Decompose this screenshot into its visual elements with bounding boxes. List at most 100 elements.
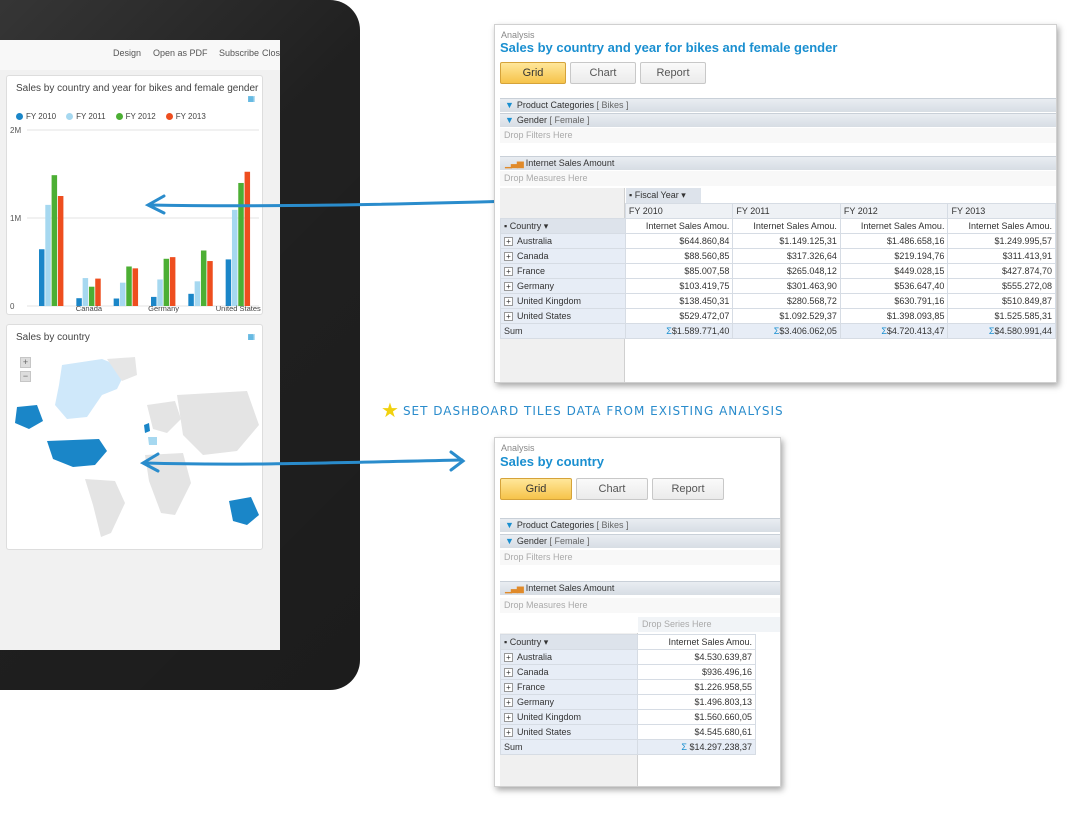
tab-report[interactable]: Report — [640, 62, 706, 84]
drop-measures-zone[interactable]: Drop Measures Here — [500, 171, 1056, 186]
bar-france-fy-2013[interactable] — [132, 268, 139, 306]
bar-canada-fy-2012[interactable] — [88, 286, 95, 306]
row-header[interactable]: + United States — [500, 308, 626, 324]
expand-icon[interactable]: + — [504, 237, 513, 246]
row-header[interactable]: + Canada — [500, 664, 638, 680]
expand-icon[interactable]: + — [504, 698, 513, 707]
subscribe-link[interactable]: Subscribe — [219, 48, 260, 58]
country-label: Canada — [517, 251, 549, 261]
bar-australia-fy-2010[interactable] — [39, 249, 45, 306]
legend-item[interactable]: FY 2012 — [115, 112, 156, 121]
map-region-alaska — [15, 405, 43, 429]
zoom-in-button[interactable]: + — [20, 357, 31, 368]
grid-icon[interactable]: ▦ — [247, 332, 255, 341]
filter-product-categories[interactable]: ▼ Product Categories [ Bikes ] — [500, 98, 1056, 112]
filter-product-categories[interactable]: ▼ Product Categories [ Bikes ] — [500, 518, 780, 532]
bar-united-kingdom-fy-2013[interactable] — [207, 261, 213, 306]
bar-australia-fy-2013[interactable] — [57, 196, 64, 306]
drop-measures-zone[interactable]: Drop Measures Here — [500, 598, 780, 613]
sigma-icon: Σ — [773, 326, 780, 336]
table-row: + Germany $1.496.803,13 — [500, 694, 756, 710]
chart-tile-title: Sales by country and year for bikes and … — [16, 83, 259, 94]
grid-icon[interactable]: ▦ — [247, 94, 255, 103]
sum-value: $4.720.413,47 — [886, 326, 945, 336]
bar-united-states-fy-2010[interactable] — [225, 259, 232, 306]
bar-germany-fy-2013[interactable] — [169, 257, 176, 306]
expand-icon[interactable]: + — [504, 297, 513, 306]
close-link[interactable]: Close — [262, 48, 280, 58]
year-header[interactable]: FY 2011 — [732, 203, 841, 219]
expand-icon[interactable]: + — [504, 713, 513, 722]
expand-icon[interactable]: + — [504, 252, 513, 261]
expand-icon[interactable]: + — [504, 728, 513, 737]
drop-series-zone[interactable]: Drop Series Here — [638, 617, 780, 632]
tab-grid[interactable]: Grid — [500, 62, 566, 84]
bar-france-fy-2010[interactable] — [113, 298, 120, 306]
map-region-south-america — [85, 479, 125, 537]
expand-icon[interactable]: + — [504, 312, 513, 321]
map-tile[interactable]: Sales by country ▦ + − — [6, 324, 263, 550]
bar-australia-fy-2012[interactable] — [51, 175, 58, 306]
bar-united-states-fy-2012[interactable] — [238, 182, 244, 306]
row-header[interactable]: + Canada — [500, 248, 626, 264]
expand-icon[interactable]: + — [504, 282, 513, 291]
bar-united-kingdom-fy-2010[interactable] — [188, 293, 194, 306]
bar-united-states-fy-2013[interactable] — [244, 171, 251, 306]
design-link[interactable]: Design — [113, 48, 142, 58]
map-region-greenland — [107, 357, 137, 381]
world-map[interactable] — [7, 355, 262, 545]
pivot-grid: ▪ Country ▾ Internet Sales Amou. + Australi… — [500, 634, 756, 755]
year-header[interactable]: FY 2012 — [839, 203, 949, 219]
bar-france-fy-2012[interactable] — [126, 266, 132, 306]
expand-icon[interactable]: + — [504, 683, 513, 692]
row-header[interactable]: + United Kingdom — [500, 709, 638, 725]
measure-internet-sales[interactable]: ▁▃▅ Internet Sales Amount — [500, 156, 1056, 170]
country-pill[interactable]: ▪ Country ▾ — [500, 218, 626, 234]
bar-germany-fy-2011[interactable] — [157, 279, 163, 306]
tab-report[interactable]: Report — [652, 478, 724, 500]
bar-france-fy-2011[interactable] — [119, 282, 126, 306]
bar-canada-fy-2010[interactable] — [76, 298, 82, 306]
row-header[interactable]: + Australia — [500, 233, 626, 249]
filter-gender[interactable]: ▼ Gender [ Female ] — [500, 113, 1056, 127]
country-label: France — [517, 682, 546, 692]
fiscal-year-pill[interactable]: ▪ Fiscal Year ▾ — [626, 188, 701, 203]
tab-grid[interactable]: Grid — [500, 478, 572, 500]
row-header[interactable]: + United Kingdom — [500, 293, 626, 309]
row-header[interactable]: + Germany — [500, 694, 638, 710]
bar-germany-fy-2010[interactable] — [151, 296, 157, 306]
bar-australia-fy-2011[interactable] — [45, 204, 51, 306]
row-header[interactable]: + Australia — [500, 649, 638, 665]
bar-canada-fy-2011[interactable] — [82, 278, 89, 306]
bar-united-states-fy-2011[interactable] — [231, 209, 238, 306]
row-header[interactable]: + France — [500, 263, 626, 279]
legend-item[interactable]: FY 2010 — [16, 112, 56, 121]
legend-item[interactable]: FY 2011 — [66, 112, 106, 121]
bar-united-kingdom-fy-2012[interactable] — [200, 250, 207, 306]
filter-gender[interactable]: ▼ Gender [ Female ] — [500, 534, 780, 548]
tab-chart[interactable]: Chart — [570, 62, 636, 84]
value-cell: $1.496.803,13 — [637, 694, 756, 710]
sum-cell: Σ$4.720.413,47 — [839, 323, 949, 339]
bar-canada-fy-2013[interactable] — [95, 278, 101, 306]
year-header[interactable]: FY 2013 — [947, 203, 1056, 219]
country-pill[interactable]: ▪ Country ▾ — [500, 634, 638, 650]
expand-icon[interactable]: + — [504, 668, 513, 677]
bar-germany-fy-2012[interactable] — [163, 258, 170, 306]
open-as-pdf-link[interactable]: Open as PDF — [153, 48, 208, 58]
bar-united-kingdom-fy-2011[interactable] — [194, 281, 201, 306]
measure-internet-sales[interactable]: ▁▃▅ Internet Sales Amount — [500, 581, 780, 595]
expand-icon[interactable]: + — [504, 653, 513, 662]
row-header[interactable]: + France — [500, 679, 638, 695]
year-header[interactable]: FY 2010 — [624, 203, 734, 219]
table-row: + Australia $4.530.639,87 — [500, 649, 756, 665]
legend-item[interactable]: FY 2013 — [165, 112, 206, 121]
row-header[interactable]: + Germany — [500, 278, 626, 294]
expand-icon[interactable]: + — [504, 267, 513, 276]
chart-tile[interactable]: Sales by country and year for bikes and … — [6, 75, 263, 315]
zoom-out-button[interactable]: − — [20, 371, 31, 382]
drop-filters-zone[interactable]: Drop Filters Here — [500, 128, 1056, 143]
tab-chart[interactable]: Chart — [576, 478, 648, 500]
row-header[interactable]: + United States — [500, 724, 638, 740]
drop-filters-zone[interactable]: Drop Filters Here — [500, 550, 780, 565]
